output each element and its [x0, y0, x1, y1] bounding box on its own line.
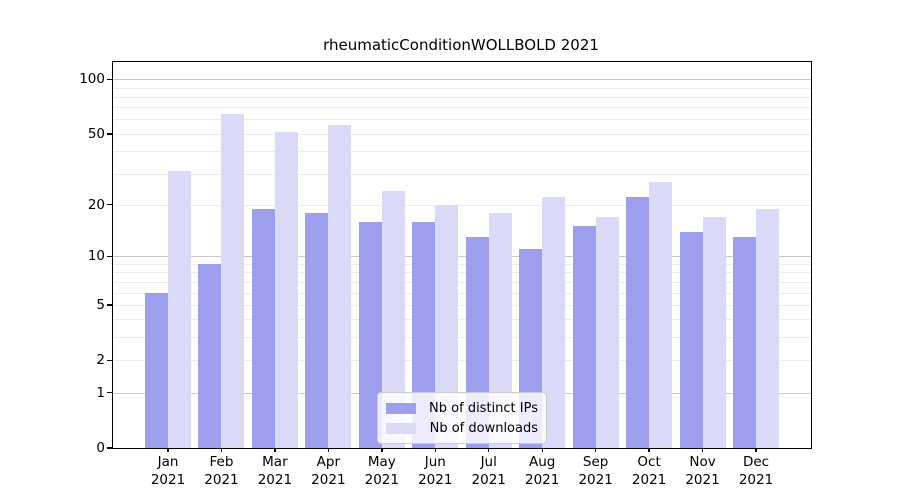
legend-label-downloads: Nb of downloads — [429, 420, 538, 436]
bar-distinct-ips-jan — [145, 292, 168, 448]
gridline-minor — [113, 360, 811, 362]
bar-downloads-mar — [274, 132, 298, 448]
bar-distinct-ips-apr — [305, 212, 329, 448]
gridline-minor — [113, 272, 811, 274]
x-tick-mark — [167, 448, 169, 452]
y-tick-mark — [107, 392, 112, 394]
gridline-minor — [113, 151, 811, 153]
y-tick-mark — [107, 359, 112, 361]
x-tick-label: Jan 2021 — [150, 454, 186, 488]
y-tick-label: 20 — [87, 196, 105, 213]
x-tick-mark — [541, 448, 543, 452]
bar-downloads-sep — [595, 217, 619, 448]
bar-distinct-ips-mar — [251, 208, 275, 448]
legend-swatch-downloads — [386, 422, 416, 434]
bar-downloads-apr — [328, 124, 352, 448]
plot-area: 0 1 2 5 10 20 50 100 Jan 2021 Feb 2021 Mar 2021 Apr… — [79, 61, 812, 488]
bar-downloads-may — [381, 190, 405, 448]
bar-distinct-ips-jun — [412, 221, 436, 448]
bar-distinct-ips-may — [358, 221, 382, 448]
x-tick-label: Jul 2021 — [471, 454, 506, 488]
gridline-minor — [113, 204, 811, 206]
y-tick-label: 10 — [87, 248, 105, 265]
gridline-minor — [113, 133, 811, 135]
y-tick-mark — [107, 204, 112, 206]
bar-downloads-jan — [168, 171, 191, 448]
y-tick-label: 0 — [96, 440, 105, 456]
gridline-minor — [113, 107, 811, 109]
legend-entry-downloads: Nb of downloads — [386, 418, 538, 438]
y-tick-label: 50 — [87, 125, 105, 142]
x-tick-label: Dec 2021 — [738, 454, 774, 488]
x-tick-mark — [648, 448, 650, 452]
x-tick-mark — [220, 448, 223, 452]
x-tick-label: Jun 2021 — [418, 454, 453, 488]
x-tick-label: Apr 2021 — [311, 454, 346, 488]
y-tick-mark — [107, 447, 112, 449]
gridline-minor — [113, 337, 811, 339]
gridline-minor — [113, 292, 811, 294]
y-tick-mark — [107, 255, 112, 258]
x-tick-mark — [327, 448, 330, 452]
x-tick-mark — [701, 448, 704, 452]
gridline-minor — [113, 281, 811, 283]
gridline-minor — [113, 96, 811, 98]
bar-downloads-jun — [435, 204, 459, 448]
x-tick-label: Aug 2021 — [524, 454, 560, 488]
bar-distinct-ips-dec — [733, 237, 756, 448]
bar-distinct-ips-nov — [679, 231, 703, 448]
bar-distinct-ips-oct — [626, 197, 650, 448]
bar-downloads-dec — [756, 208, 779, 448]
bar-distinct-ips-sep — [572, 226, 596, 448]
gridline-minor — [113, 173, 811, 175]
y-tick-label: 100 — [79, 71, 105, 88]
gridline-minor — [113, 119, 811, 121]
y-tick-label: 2 — [96, 352, 105, 369]
chart-title: rheumaticConditionWOLLBOLD 2021 — [323, 36, 599, 54]
gridline-major — [113, 79, 811, 81]
bar-downloads-oct — [649, 181, 673, 448]
legend: Nb of distinct IPs Nb of downloads — [377, 392, 547, 444]
gridline-minor — [113, 87, 811, 89]
legend-entry-distinct-ips: Nb of distinct IPs — [386, 398, 538, 418]
x-tick-mark — [381, 448, 383, 452]
x-tick-label: Nov 2021 — [685, 454, 720, 488]
legend-label-distinct-ips: Nb of distinct IPs — [429, 400, 538, 416]
y-tick-mark — [107, 133, 112, 135]
bar-downloads-jul — [488, 212, 512, 448]
y-tick-label: 5 — [96, 296, 105, 313]
gridline-major — [113, 256, 811, 258]
x-tick-mark — [595, 448, 597, 452]
bar-downloads-nov — [702, 217, 726, 448]
gridline-minor — [113, 304, 811, 306]
x-tick-label: Feb 2021 — [204, 454, 239, 488]
x-tick-mark — [434, 448, 436, 452]
x-tick-label: Sep 2021 — [578, 454, 613, 488]
x-tick-mark — [755, 448, 757, 452]
y-tick-mark — [107, 304, 112, 306]
gridline-minor — [113, 264, 811, 265]
x-tick-mark — [488, 448, 490, 452]
bar-downloads-aug — [542, 197, 566, 448]
x-tick-mark — [274, 448, 276, 452]
y-tick-mark — [107, 78, 112, 80]
bar-downloads-feb — [221, 114, 245, 448]
gridline-minor — [113, 319, 811, 321]
x-tick-label: May 2021 — [364, 454, 399, 488]
bar-distinct-ips-feb — [198, 264, 222, 448]
x-tick-label: Mar 2021 — [257, 454, 293, 488]
legend-swatch-distinct-ips — [386, 402, 416, 414]
y-tick-label: 1 — [96, 384, 105, 401]
x-tick-label: Oct 2021 — [631, 454, 667, 488]
